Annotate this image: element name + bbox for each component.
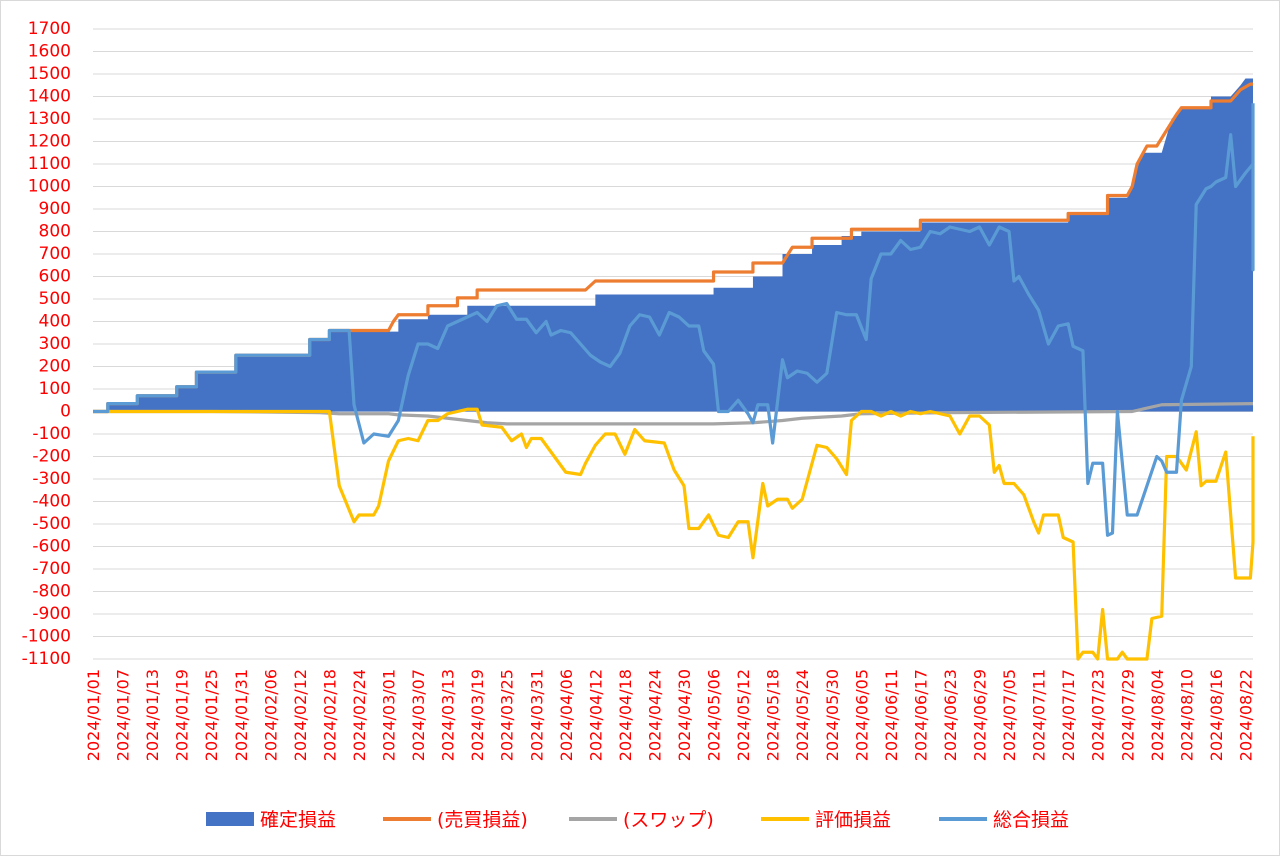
x-tick-label: 2024/07/29 (1118, 669, 1137, 761)
series-line (93, 103, 1255, 537)
legend: 確定損益 (売買損益) (スワップ) 評価損益 総合損益 (206, 809, 1069, 831)
y-tick-label: 300 (39, 334, 71, 354)
line-layer (93, 82, 1255, 661)
y-tick-label: -500 (32, 514, 71, 534)
x-tick-label: 2024/02/06 (261, 669, 280, 761)
y-tick-label: 1400 (28, 87, 71, 107)
y-tick-label: 500 (39, 289, 71, 309)
x-tick-label: 2024/07/05 (1000, 669, 1019, 761)
y-tick-label: -200 (32, 447, 71, 467)
x-tick-label: 2024/06/05 (852, 669, 871, 761)
x-tick-label: 2024/08/04 (1148, 669, 1167, 761)
y-tick-label: 400 (39, 312, 71, 332)
x-tick-label: 2024/08/10 (1177, 669, 1196, 761)
legend-label: 総合損益 (993, 809, 1069, 831)
x-tick-label: 2024/04/30 (675, 669, 694, 761)
x-tick-label: 2024/03/01 (380, 669, 399, 761)
x-tick-label: 2024/05/18 (764, 669, 783, 761)
y-tick-label: -1000 (22, 627, 71, 647)
y-tick-label: -300 (32, 469, 71, 489)
y-tick-label: 1200 (28, 132, 71, 152)
area-layer (93, 78, 1253, 412)
y-tick-label: 1300 (28, 109, 71, 129)
x-tick-label: 2024/01/13 (143, 669, 162, 761)
x-tick-label: 2024/01/01 (84, 669, 103, 761)
x-tick-label: 2024/08/22 (1236, 669, 1255, 761)
y-axis: 1700160015001400130012001100100090080070… (22, 19, 71, 669)
x-tick-label: 2024/06/17 (911, 669, 930, 761)
y-tick-label: 1700 (28, 19, 71, 39)
legend-label: (売買損益) (437, 809, 528, 831)
x-tick-label: 2024/03/19 (468, 669, 487, 761)
x-tick-label: 2024/02/18 (320, 669, 339, 761)
x-tick-label: 2024/05/24 (793, 669, 812, 761)
x-tick-label: 2024/02/12 (291, 669, 310, 761)
y-tick-label: -600 (32, 537, 71, 557)
x-tick-label: 2024/07/17 (1059, 669, 1078, 761)
legend-swatch (206, 812, 254, 826)
x-tick-label: 2024/05/06 (705, 669, 724, 761)
y-tick-label: 0 (60, 402, 71, 422)
y-tick-label: 600 (39, 267, 71, 287)
legend-label: (スワップ) (623, 809, 714, 831)
y-tick-label: -700 (32, 559, 71, 579)
y-tick-label: 900 (39, 199, 71, 219)
x-tick-label: 2024/03/25 (498, 669, 517, 761)
x-tick-label: 2024/01/31 (232, 669, 251, 761)
x-tick-label: 2024/03/07 (409, 669, 428, 761)
x-tick-label: 2024/06/11 (882, 669, 901, 761)
y-tick-label: -100 (32, 424, 71, 444)
x-tick-label: 2024/01/07 (114, 669, 133, 761)
y-tick-label: 1600 (28, 42, 71, 62)
y-tick-label: 1000 (28, 177, 71, 197)
x-tick-label: 2024/03/13 (439, 669, 458, 761)
series-line (93, 402, 1254, 426)
y-tick-label: -400 (32, 492, 71, 512)
x-tick-label: 2024/05/30 (823, 669, 842, 761)
y-tick-label: 1500 (28, 64, 71, 84)
x-tick-label: 2024/08/16 (1207, 669, 1226, 761)
x-tick-label: 2024/07/23 (1089, 669, 1108, 761)
y-tick-label: -1100 (22, 649, 71, 669)
x-tick-label: 2024/04/12 (586, 669, 605, 761)
y-tick-label: 1100 (28, 154, 71, 174)
y-tick-label: -900 (32, 604, 71, 624)
x-tick-label: 2024/03/31 (527, 669, 546, 761)
y-tick-label: 200 (39, 357, 71, 377)
x-tick-label: 2024/01/25 (202, 669, 221, 761)
x-tick-label: 2024/02/24 (350, 669, 369, 761)
x-tick-label: 2024/04/18 (616, 669, 635, 761)
x-axis: 2024/01/01 2024/01/07 2024/01/13 2024/01/19… (84, 669, 1255, 761)
x-tick-label: 2024/01/19 (173, 669, 192, 761)
y-tick-label: 100 (39, 379, 71, 399)
y-tick-label: 700 (39, 244, 71, 264)
x-tick-label: 2024/05/12 (734, 669, 753, 761)
x-tick-label: 2024/07/11 (1030, 669, 1049, 761)
x-tick-label: 2024/06/29 (971, 669, 990, 761)
y-tick-label: -800 (32, 582, 71, 602)
x-tick-label: 2024/04/24 (645, 669, 664, 761)
series-area-kakutei (93, 78, 1253, 412)
x-tick-label: 2024/04/06 (557, 669, 576, 761)
series-line (93, 407, 1255, 661)
x-tick-label: 2024/06/23 (941, 669, 960, 761)
y-tick-label: 800 (39, 222, 71, 242)
legend-label: 確定損益 (260, 809, 336, 831)
legend-label: 評価損益 (815, 809, 891, 831)
